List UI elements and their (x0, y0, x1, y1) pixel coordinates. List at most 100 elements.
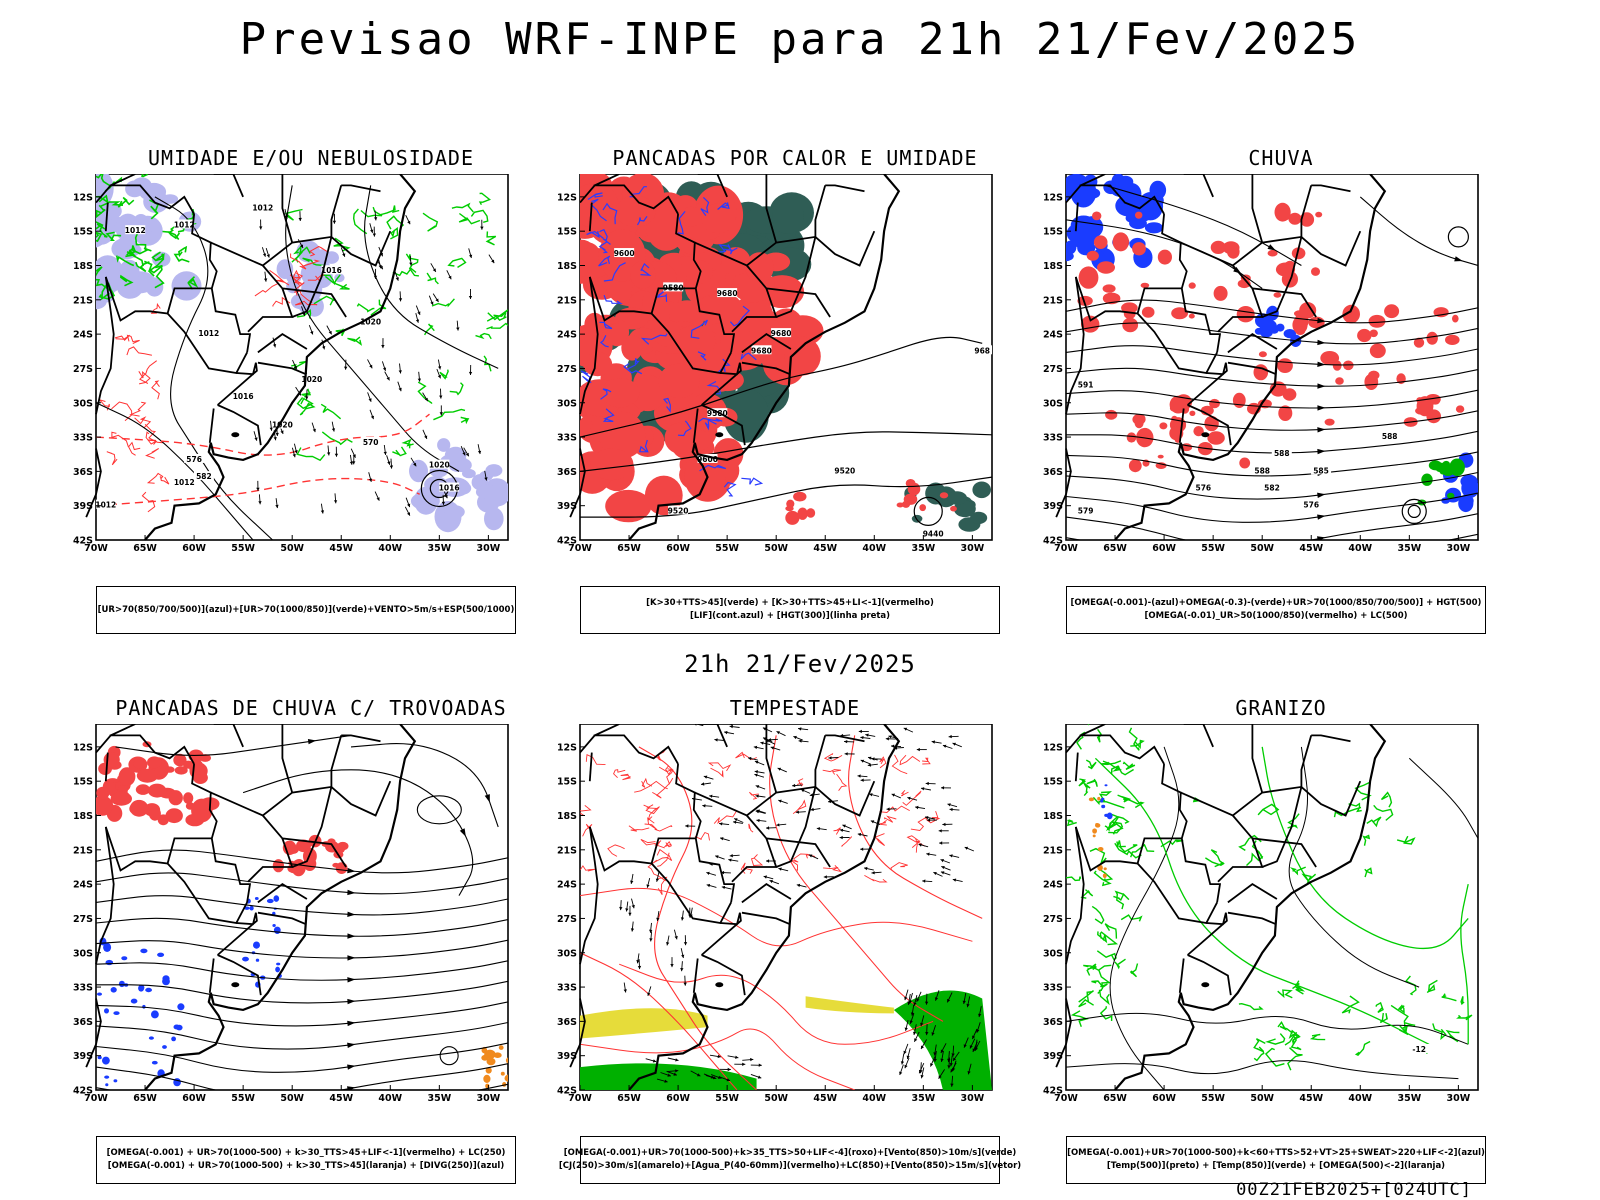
contour-label-bg (1271, 448, 1292, 458)
wind-vector-head (352, 461, 356, 465)
wind-vector-head (312, 428, 316, 433)
wind-vector-head (379, 265, 383, 270)
wind-vector-head (750, 1057, 754, 1062)
wind-vector-head (328, 330, 332, 335)
wind-vector-head (942, 744, 947, 748)
map: 588 588 588 582 576 576 579 591 585 12S 15S 18S 21S 2… (1043, 174, 1479, 554)
omega-blue-fill (1283, 329, 1296, 339)
border-line (1187, 362, 1228, 406)
wind-vector-head (646, 884, 650, 888)
contour-fragment (1113, 893, 1130, 901)
divergence-blue (157, 952, 165, 957)
lon-tick-label: 50W (764, 1093, 788, 1104)
border-line (1251, 174, 1264, 243)
red-index-fill (784, 336, 821, 376)
wind-vector-head (273, 437, 277, 441)
wind-vector-head (703, 775, 708, 779)
contour-fragment (1098, 989, 1110, 1006)
wind-vector-head (389, 465, 394, 469)
contour-fragment (677, 211, 686, 235)
wind-vector-head (925, 781, 929, 786)
contour-fragment (723, 481, 737, 497)
rain-red-fill (1288, 212, 1302, 225)
contour-fragment (141, 174, 151, 178)
divergence-blue (273, 926, 281, 934)
border-line (1178, 408, 1185, 443)
humidity-shade (444, 446, 467, 464)
streamline-arrow (347, 911, 356, 917)
contour-fragment (1129, 963, 1139, 978)
rain-red-fill (1278, 405, 1293, 421)
wind-vector-head (619, 906, 623, 911)
wind-vector-head (720, 870, 725, 875)
contour-fragment (1086, 963, 1097, 976)
contour-fragment (627, 358, 640, 370)
streamline (96, 917, 508, 937)
wind-vector-head (441, 501, 446, 505)
lon-tick-label: 65W (617, 1093, 641, 1104)
lat-tick-label: 33S (73, 433, 93, 444)
border-line (1311, 734, 1351, 743)
green-index-fill (925, 482, 947, 505)
rain-red-fill (1210, 240, 1226, 254)
streamline (96, 1021, 508, 1050)
border-line (1178, 958, 1185, 993)
wind-vector-head (742, 1062, 746, 1066)
border-line (1074, 752, 1079, 782)
border-line (1227, 361, 1277, 376)
omega500-orange (1088, 797, 1094, 802)
border-line (104, 826, 212, 872)
lat-tick-label: 12S (1043, 192, 1063, 203)
lagoon (231, 982, 240, 988)
wind-vector-head (899, 1071, 903, 1075)
contour-fragment (1078, 778, 1088, 788)
orange-index-fill (509, 1073, 514, 1076)
wind-vector-head (904, 996, 908, 1001)
hgt-contour (580, 476, 992, 518)
contour-fragment (750, 854, 764, 866)
humidity-shade (96, 265, 108, 290)
contour-fragment (111, 401, 133, 422)
border-line (731, 838, 778, 883)
humidity-shade (300, 262, 324, 286)
lat-tick-label: 21S (557, 295, 577, 306)
omega500-orange (1095, 823, 1099, 826)
humidity-shade (444, 505, 465, 519)
wind-vector-head (407, 512, 410, 516)
border-line (588, 826, 696, 872)
border-line (291, 236, 333, 318)
wind-vector-head (275, 504, 279, 509)
contour-fragment (697, 351, 707, 361)
wind-vector-head (903, 727, 908, 731)
streamline-arrow (1317, 405, 1326, 411)
wind-vector-head (769, 879, 773, 884)
border-line (746, 814, 831, 868)
wind-vector-head (940, 1058, 944, 1062)
border-line (257, 333, 308, 354)
streamline-arrow (347, 867, 356, 874)
omega-blue-fill (1071, 224, 1097, 250)
contour-label-bg (301, 373, 322, 383)
wind-vector-head (754, 760, 759, 764)
legend-line: [CJ(250)>30m/s](amarelo)+[Agua_P(40-60mm… (558, 1161, 1022, 1171)
omega-blue-fill (1144, 222, 1164, 234)
wind-vector-head (933, 1058, 937, 1062)
contour-fragment (698, 417, 723, 423)
contour-fragment (713, 810, 738, 825)
wind-vector-head (888, 735, 892, 739)
contour-fragment (677, 420, 692, 437)
thunder-red-fill (199, 754, 211, 762)
fields: -12 (1066, 724, 1478, 1090)
contour-fragment (1379, 1013, 1388, 1024)
contour-label-bg (1379, 431, 1400, 441)
border-line (1065, 826, 1085, 965)
humidity-shade (96, 182, 103, 192)
geo-lines (569, 724, 901, 1091)
red-index-fill (664, 422, 694, 454)
contour-fragment (1396, 835, 1416, 845)
geo-lines (569, 174, 901, 541)
rain-red-fill (1258, 351, 1267, 358)
legend-box: [UR>70(850/700/500)](azul)+[UR>70(1000/8… (96, 586, 516, 634)
border-line (588, 276, 696, 322)
wind-vector-head (910, 1012, 915, 1016)
